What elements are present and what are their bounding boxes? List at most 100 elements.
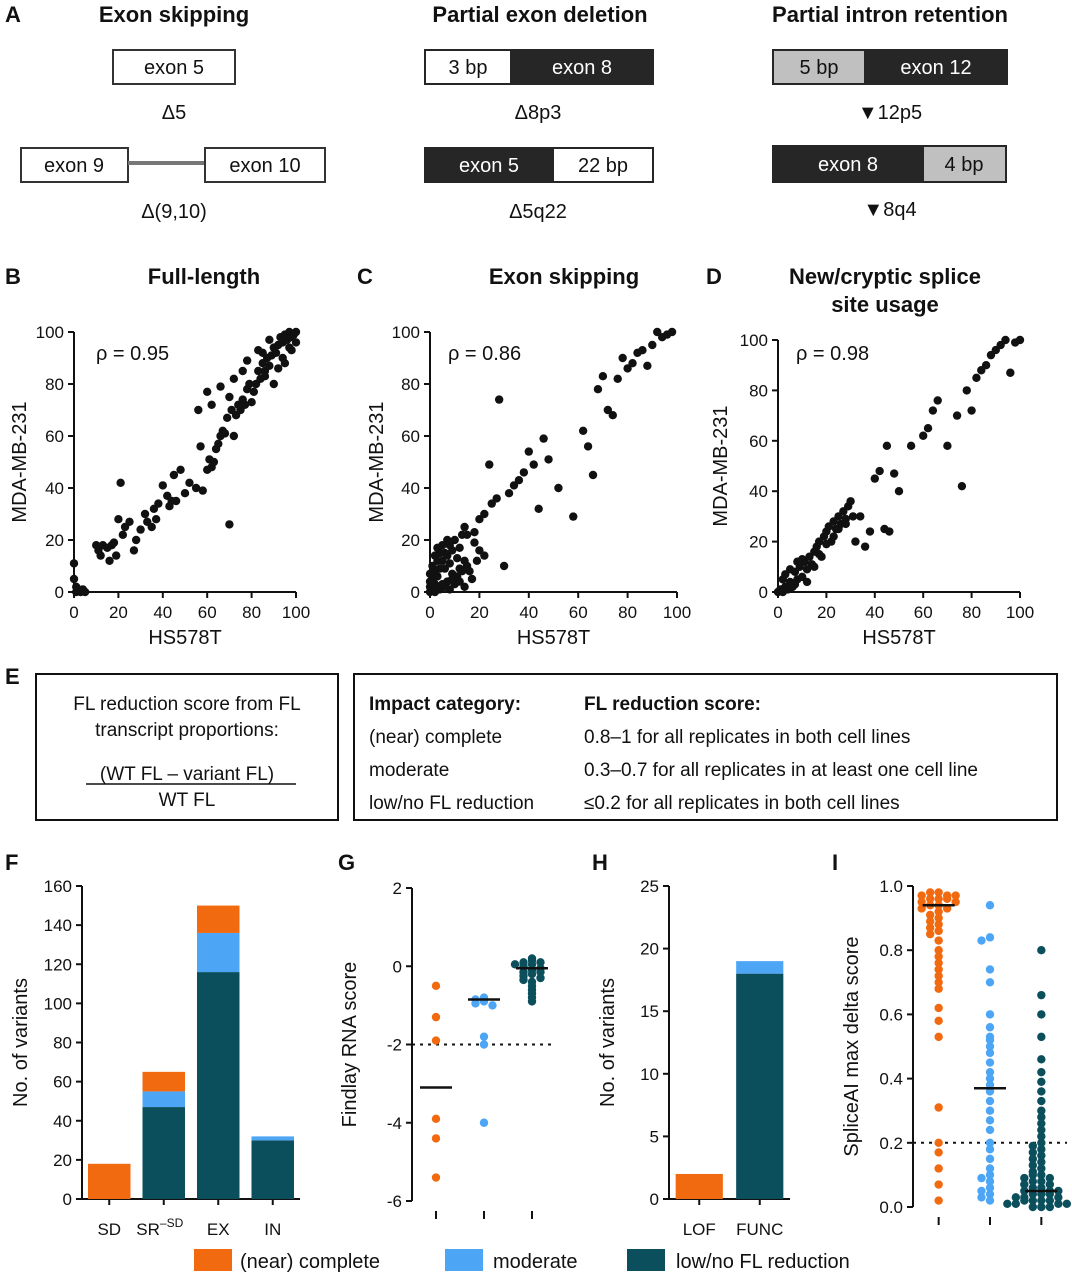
exon-12-box xyxy=(864,49,1008,85)
panel-i-point xyxy=(1037,1145,1046,1154)
panel-i-point xyxy=(1037,1106,1046,1115)
panel-b-point xyxy=(129,546,139,555)
panel-d-point xyxy=(846,497,855,506)
panel-c-y-tick-label: 60 xyxy=(401,427,420,446)
panel-c-y-tick-label: 40 xyxy=(401,479,420,498)
panel-c-y-tick-label: 0 xyxy=(411,583,420,602)
panel-i-point xyxy=(934,1103,943,1112)
panel-i-point xyxy=(1037,1164,1046,1173)
panel-b-point xyxy=(220,429,230,438)
panel-c-x-tick-label: 40 xyxy=(519,603,538,622)
panel-c-point xyxy=(539,434,548,443)
panel-c-point xyxy=(593,385,603,394)
panel-b-x-tick-label: 0 xyxy=(69,603,78,622)
panel-i-point xyxy=(985,1042,995,1051)
panel-i-point xyxy=(985,933,995,942)
panel-d-point xyxy=(981,361,991,370)
panel-b-point xyxy=(171,496,181,506)
panel-d-point xyxy=(781,570,790,579)
panel-i-point xyxy=(1037,1077,1046,1087)
panel-i-point xyxy=(934,926,943,936)
panel-c-point xyxy=(465,567,474,576)
panel-i-point xyxy=(977,1193,986,1202)
panel-f-bar-segment xyxy=(142,1071,186,1092)
panel-d-x-tick-label: 20 xyxy=(817,603,836,622)
panel-i-point xyxy=(934,1148,943,1157)
panel-c-point xyxy=(472,556,482,565)
panel-c-y-tick-label: 20 xyxy=(401,531,420,550)
panel-f-bar-segment xyxy=(142,1091,186,1108)
panel-c-point xyxy=(583,442,593,451)
panel-c-point xyxy=(628,359,637,368)
panel-f-bar-segment xyxy=(196,905,240,933)
panel-i-y-tick-label: 1.0 xyxy=(879,877,903,896)
panel-c-y-label: MDA-MB-231 xyxy=(366,401,388,522)
panel-b-point xyxy=(278,353,287,363)
panel-i-point xyxy=(1020,1186,1029,1196)
panel-i-point xyxy=(985,1177,995,1186)
panel-b-x-tick-label: 20 xyxy=(109,603,128,622)
panel-d-point xyxy=(933,396,942,405)
panel-d-point xyxy=(1001,335,1010,345)
panel-c-point xyxy=(608,411,617,420)
panel-i-point xyxy=(985,1189,995,1199)
panel-i-point xyxy=(1045,1180,1055,1189)
panel-b-point xyxy=(114,515,123,524)
panel-b-point xyxy=(118,530,128,539)
panel-i-point xyxy=(1011,1199,1021,1208)
panel-b-point xyxy=(254,346,263,355)
panel-i-point xyxy=(977,1186,986,1196)
panel-b-letter: B xyxy=(5,264,21,289)
panel-d-y-tick-label: 40 xyxy=(749,482,768,501)
panel-b-point xyxy=(274,364,283,373)
panel-d-point xyxy=(943,441,952,451)
delta-5q22-label: Δ5q22 xyxy=(509,201,567,223)
panel-i-point xyxy=(934,1180,943,1189)
panel-d-point xyxy=(856,512,865,521)
panel-e-letter: E xyxy=(5,664,20,689)
bp22-box xyxy=(552,147,654,183)
panel-c-point xyxy=(487,499,496,508)
panel-d-point xyxy=(889,469,899,478)
panel-g-y-tick-label: 2 xyxy=(393,879,402,898)
panel-i-point xyxy=(985,965,995,974)
panel-i-point xyxy=(985,1058,995,1067)
panel-g-y-tick-label: 0 xyxy=(393,957,402,976)
panel-c-point xyxy=(425,569,435,578)
panel-b-point xyxy=(69,559,79,568)
panel-g-point xyxy=(431,1134,441,1143)
legend-label-complete: (near) complete xyxy=(240,1251,380,1273)
panel-c-point xyxy=(603,405,613,415)
panel-b-point xyxy=(194,405,203,415)
exon-12-label: exon 12 xyxy=(900,57,971,79)
panel-d-y-tick-label: 0 xyxy=(759,583,768,602)
panel-f-y-tick-label: 140 xyxy=(44,916,72,935)
panel-i-point xyxy=(934,1032,943,1042)
panel-i-point xyxy=(1054,1199,1063,1208)
panel-b-point xyxy=(131,535,141,545)
panel-b-point xyxy=(198,486,207,495)
panel-d-point xyxy=(834,524,843,534)
panel-i-point xyxy=(934,1196,943,1205)
panel-b-x-tick-label: 100 xyxy=(282,603,310,622)
panel-b-point xyxy=(214,439,223,448)
panel-i-point xyxy=(985,1074,995,1083)
panel-d-point xyxy=(870,474,879,483)
panel-i-point xyxy=(1037,1112,1046,1122)
panel-i-point xyxy=(1037,1010,1046,1019)
panel-f-bar-segment xyxy=(87,1163,131,1199)
panel-f-x-tick-label: EX xyxy=(207,1220,230,1239)
panel-b-point xyxy=(207,400,216,409)
exon-8b-box xyxy=(772,145,924,183)
panel-i-point xyxy=(1037,1177,1046,1186)
panel-f-y-tick-label: 100 xyxy=(44,994,72,1013)
panel-f-y-tick-label: 0 xyxy=(63,1190,72,1209)
panel-c-point xyxy=(509,481,519,490)
panel-b-point xyxy=(154,499,163,508)
panel-i-point xyxy=(985,1067,995,1077)
category-row-1: (near) complete xyxy=(369,727,502,748)
panel-i-point xyxy=(1003,1199,1012,1208)
panel-d-point xyxy=(952,411,962,420)
panel-a-title-1: Exon skipping xyxy=(99,2,249,27)
